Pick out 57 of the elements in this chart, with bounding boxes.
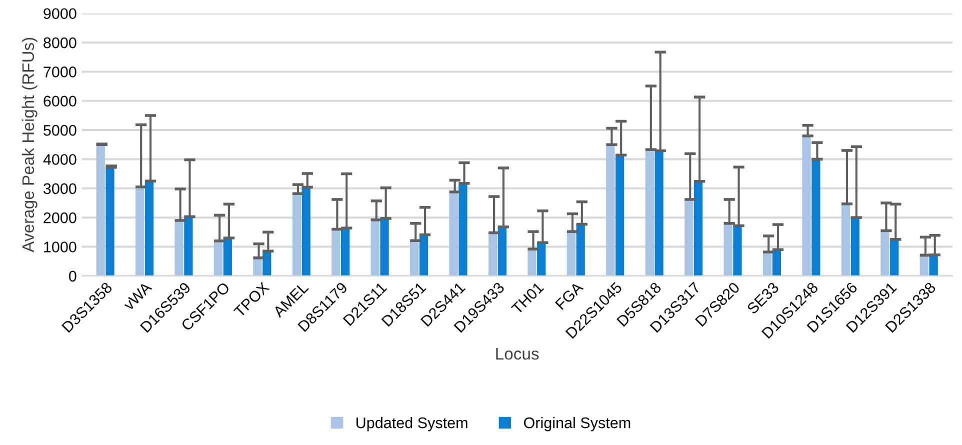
bar xyxy=(410,240,419,276)
y-tick-label: 0 xyxy=(69,270,76,282)
bar xyxy=(880,230,890,276)
bar xyxy=(302,187,310,276)
bar xyxy=(694,181,703,276)
y-tick-label: 9000 xyxy=(44,8,76,20)
bar xyxy=(645,150,654,276)
y-tick-label: 7000 xyxy=(44,66,76,78)
bar xyxy=(890,239,899,276)
bar xyxy=(920,255,928,276)
bar xyxy=(292,194,301,276)
bar xyxy=(762,252,772,276)
y-tick-label: 8000 xyxy=(44,37,76,48)
y-tick-label: 2000 xyxy=(44,212,76,224)
bar xyxy=(332,229,340,276)
bar xyxy=(106,167,114,276)
bar xyxy=(528,249,536,276)
bar xyxy=(449,192,458,276)
y-tick-label: 5000 xyxy=(44,124,76,136)
bar xyxy=(370,220,380,276)
bar xyxy=(802,136,811,276)
bar xyxy=(654,150,664,276)
y-axis-title: Average Peak Height (RFUs) xyxy=(22,38,38,252)
y-tick-label: 1000 xyxy=(44,242,76,252)
bar xyxy=(174,220,184,276)
y-tick-label: 3000 xyxy=(44,183,76,194)
bar xyxy=(419,234,428,276)
y-tick-label: 6000 xyxy=(44,96,76,107)
bar xyxy=(724,223,732,276)
bar xyxy=(537,242,546,276)
bar xyxy=(96,144,105,276)
bar xyxy=(812,159,820,276)
bar xyxy=(684,199,694,276)
y-tick-label: 4000 xyxy=(43,154,76,165)
bar xyxy=(144,181,154,276)
bar xyxy=(253,258,262,276)
bar xyxy=(214,240,223,276)
bar xyxy=(841,204,850,276)
bar xyxy=(488,232,498,276)
bar xyxy=(223,238,232,276)
bar xyxy=(606,144,615,276)
legend-label: Updated System xyxy=(356,417,468,432)
bar xyxy=(772,250,782,276)
bar xyxy=(498,226,506,276)
bar xyxy=(616,155,624,276)
bar xyxy=(576,224,585,276)
bar xyxy=(850,218,860,276)
bar xyxy=(340,228,350,276)
bar xyxy=(380,218,389,276)
bar xyxy=(929,254,938,276)
legend-label: Original System xyxy=(524,417,630,432)
bar xyxy=(458,183,468,276)
bar xyxy=(184,216,193,276)
bar xyxy=(733,226,742,276)
bar xyxy=(135,186,144,276)
x-axis-title: Locus xyxy=(496,348,539,360)
bar xyxy=(566,232,576,276)
